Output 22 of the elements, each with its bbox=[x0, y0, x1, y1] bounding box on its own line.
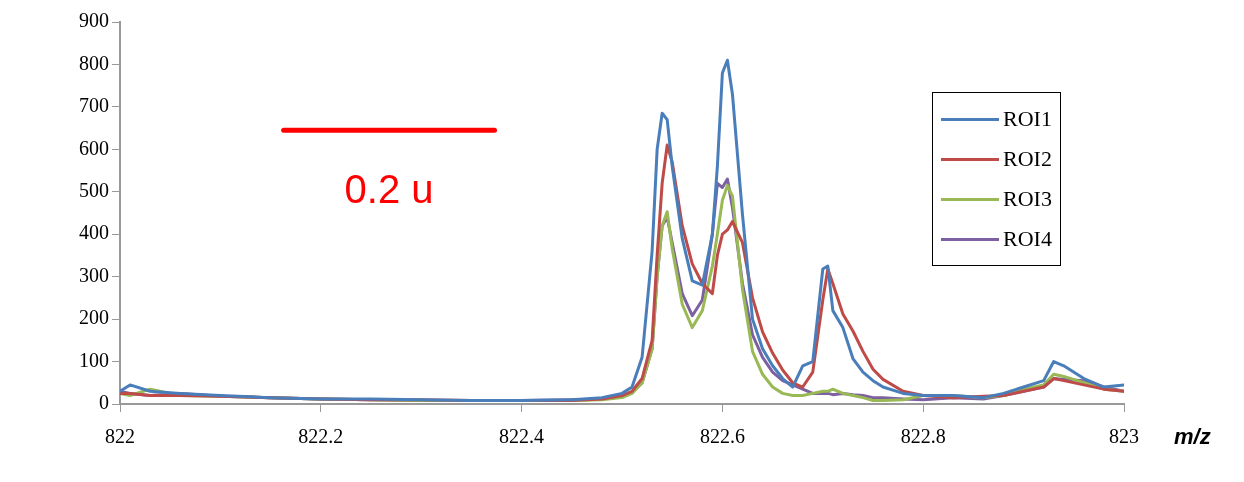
y-tick-label: 600 bbox=[79, 136, 109, 159]
y-tick-label: 700 bbox=[79, 94, 109, 117]
x-tick-label: 823 bbox=[1109, 425, 1139, 448]
y-tick-label: 500 bbox=[79, 179, 109, 202]
x-axis-title: m/z bbox=[1174, 424, 1211, 450]
x-tick-label: 822.2 bbox=[298, 425, 344, 448]
y-tick-label: 300 bbox=[79, 263, 109, 286]
legend-label: ROI4 bbox=[1003, 226, 1052, 252]
y-tick-label: 400 bbox=[79, 221, 109, 244]
legend-label: ROI2 bbox=[1003, 146, 1052, 172]
y-tick-label: 0 bbox=[99, 391, 109, 414]
x-tick-label: 822.4 bbox=[499, 425, 545, 448]
x-tick-label: 822 bbox=[105, 425, 135, 448]
legend-label: ROI3 bbox=[1003, 186, 1052, 212]
legend-label: ROI1 bbox=[1003, 106, 1052, 132]
x-tick-label: 822.8 bbox=[900, 425, 946, 448]
x-tick-label: 822.6 bbox=[699, 425, 745, 448]
y-tick-label: 100 bbox=[79, 348, 109, 371]
y-tick-label: 900 bbox=[79, 9, 109, 32]
y-tick-label: 200 bbox=[79, 306, 109, 329]
y-tick-label: 800 bbox=[79, 51, 109, 74]
series-label: 0.2 u bbox=[344, 167, 434, 212]
